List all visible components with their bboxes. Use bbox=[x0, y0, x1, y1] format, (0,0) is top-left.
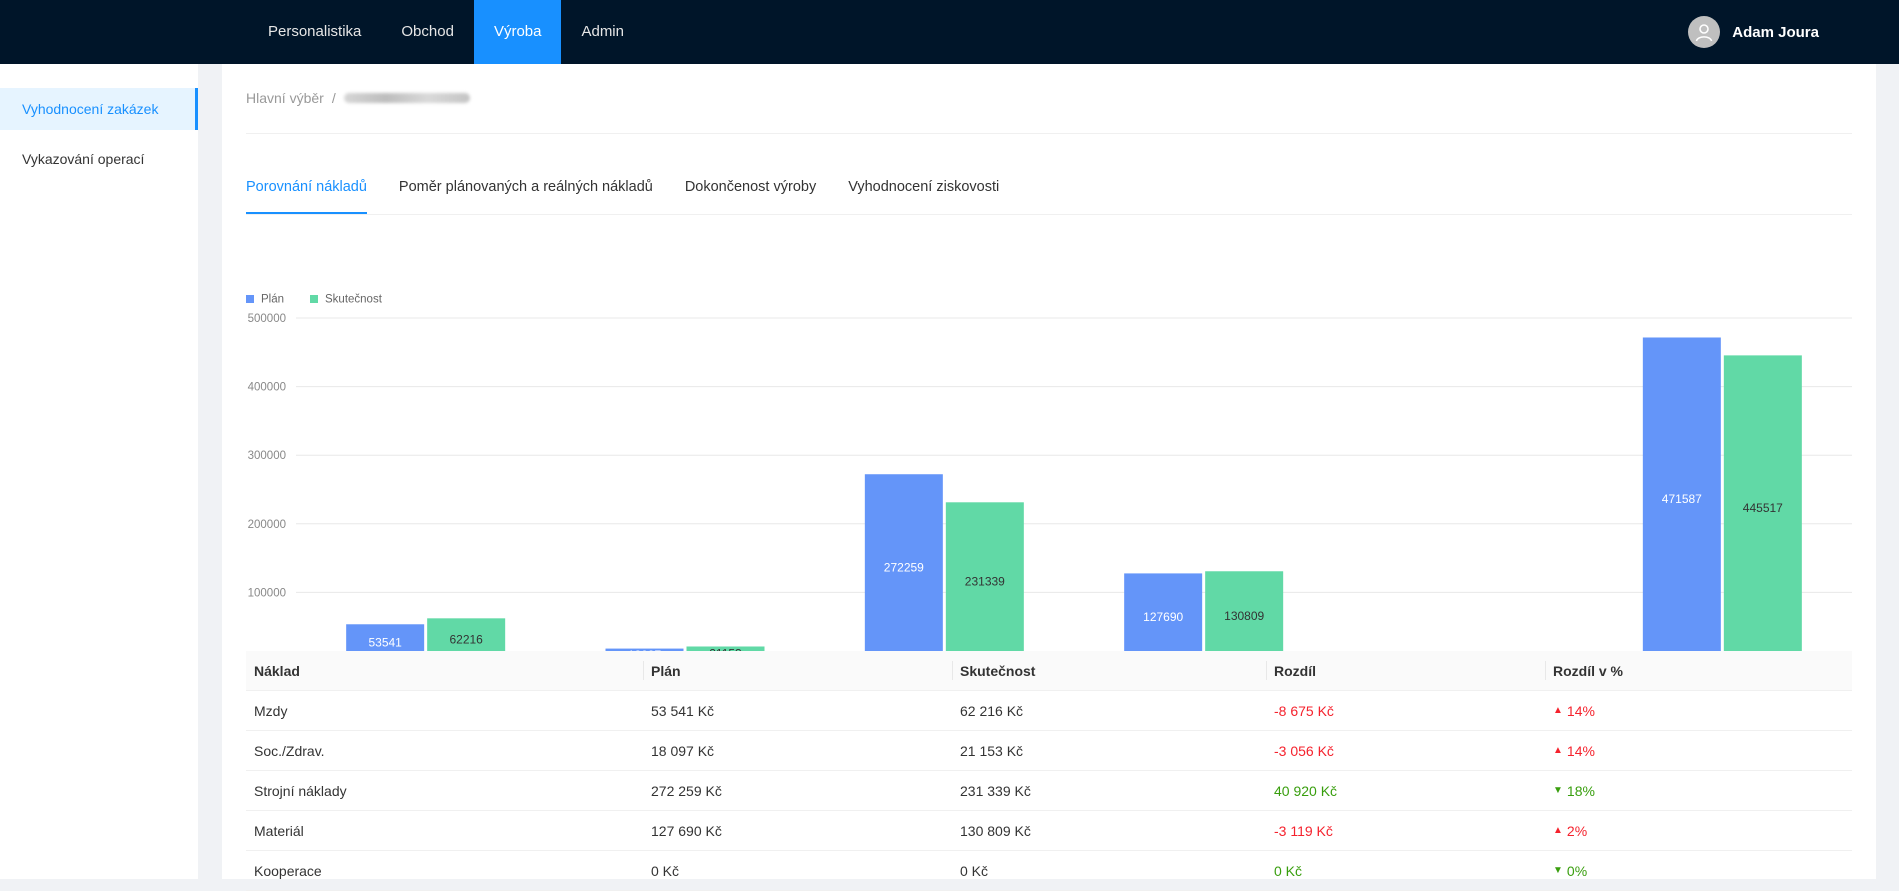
data-label: 53541 bbox=[368, 636, 402, 650]
breadcrumb-root[interactable]: Hlavní výběr bbox=[246, 90, 324, 106]
tab-pomer-nakladu[interactable]: Poměr plánovaných a reálných nákladů bbox=[398, 179, 653, 195]
pct-value: 18% bbox=[1566, 782, 1595, 799]
cell-naklad: Materiál bbox=[254, 822, 304, 839]
cell-rozdil: -8 675 Kč bbox=[1274, 702, 1334, 719]
legend-label: Skutečnost bbox=[325, 294, 383, 306]
cost-comparison-chart: PlánSkutečnost01000002000003000004000005… bbox=[222, 224, 1876, 684]
data-label: 130809 bbox=[1224, 609, 1264, 623]
header-rozdil: Rozdíl bbox=[1266, 651, 1545, 690]
cell-skutecnost: 21 153 Kč bbox=[960, 742, 1024, 759]
nav-item-vyroba[interactable]: Výroba bbox=[473, 0, 562, 64]
caret-down-icon: ▼ bbox=[1553, 865, 1563, 876]
avatar[interactable] bbox=[1688, 16, 1721, 48]
cell-rozdil-pct: ▲ 14% bbox=[1545, 691, 1852, 730]
cell-rozdil: 40 920 Kč bbox=[1274, 782, 1338, 799]
cell-plan: 0 Kč bbox=[651, 862, 680, 879]
caret-up-icon: ▲ bbox=[1553, 825, 1563, 836]
cell-plan: 272 259 Kč bbox=[651, 782, 722, 799]
table-row: Materiál 127 690 Kč 130 809 Kč -3 119 Kč ▲ 2% bbox=[246, 811, 1852, 851]
caret-up-icon: ▲ bbox=[1553, 745, 1563, 756]
bar bbox=[1124, 573, 1203, 661]
tab-bar: Porovnání nákladů Poměr plánovaných a re… bbox=[246, 172, 1852, 215]
nav-item-obchod[interactable]: Obchod bbox=[401, 23, 454, 40]
main-content: Hlavní výběr / Porovnání nákladů Poměr p… bbox=[222, 64, 1876, 891]
cell-naklad: Strojní náklady bbox=[254, 782, 347, 799]
cell-plan: 127 690 Kč bbox=[651, 822, 722, 839]
y-tick-label: 100000 bbox=[248, 587, 286, 599]
bar bbox=[945, 502, 1024, 661]
data-label: 231339 bbox=[965, 575, 1005, 589]
cell-rozdil: -3 056 Kč bbox=[1274, 742, 1334, 759]
tab-vyhodnoceni-ziskovosti[interactable]: Vyhodnocení ziskovosti bbox=[848, 179, 1000, 195]
table-header-row: Náklad Plán Skutečnost Rozdíl Rozdíl v % bbox=[246, 651, 1852, 691]
table-row: Mzdy 53 541 Kč 62 216 Kč -8 675 Kč ▲ 14% bbox=[246, 691, 1852, 731]
data-label: 62216 bbox=[449, 633, 483, 647]
tab-dokoncenost-vyroby[interactable]: Dokončenost výroby bbox=[684, 179, 817, 195]
table-row: Kooperace 0 Kč 0 Kč 0 Kč ▼ 0% bbox=[246, 851, 1852, 891]
cell-naklad: Soc./Zdrav. bbox=[254, 742, 325, 759]
cell-skutecnost: 0 Kč bbox=[960, 862, 989, 879]
user-icon bbox=[1696, 24, 1713, 42]
page-scrollbar[interactable] bbox=[1887, 64, 1899, 879]
data-label: 445517 bbox=[1743, 501, 1783, 515]
cell-skutecnost: 62 216 Kč bbox=[960, 702, 1024, 719]
divider bbox=[246, 133, 1852, 134]
breadcrumb-separator: / bbox=[331, 90, 336, 106]
bar-chart-svg: PlánSkutečnost01000002000003000004000005… bbox=[246, 294, 1852, 681]
pct-value: 2% bbox=[1566, 822, 1588, 839]
top-navigation-bar: Personalistika Obchod Výroba Admin Adam … bbox=[0, 0, 1899, 64]
cell-naklad: Kooperace bbox=[254, 862, 322, 879]
sidebar-item-vyhodnoceni-zakazek[interactable]: Vyhodnocení zakázek bbox=[0, 88, 198, 130]
header-rozdil-pct: Rozdíl v % bbox=[1545, 651, 1852, 690]
bar bbox=[1205, 571, 1284, 661]
legend-swatch bbox=[246, 295, 254, 303]
header-skutecnost: Skutečnost bbox=[952, 651, 1266, 690]
breadcrumb-current-redacted bbox=[343, 93, 470, 103]
table-row: Soc./Zdrav. 18 097 Kč 21 153 Kč -3 056 Kč ▲ 1… bbox=[246, 731, 1852, 771]
legend-label: Plán bbox=[261, 294, 284, 306]
data-label: 272259 bbox=[884, 561, 924, 575]
cost-table: Náklad Plán Skutečnost Rozdíl Rozdíl v %… bbox=[246, 651, 1852, 891]
bar bbox=[864, 474, 943, 661]
cell-rozdil: 0 Kč bbox=[1274, 862, 1303, 879]
y-tick-label: 200000 bbox=[248, 519, 286, 531]
pct-value: 14% bbox=[1566, 742, 1595, 759]
pct-value: 0% bbox=[1566, 862, 1588, 879]
cell-plan: 18 097 Kč bbox=[651, 742, 715, 759]
breadcrumb: Hlavní výběr / bbox=[246, 90, 470, 106]
cell-rozdil-pct: ▲ 14% bbox=[1545, 731, 1852, 770]
user-name: Adam Joura bbox=[1732, 23, 1819, 41]
cell-rozdil-pct: ▼ 0% bbox=[1545, 851, 1852, 890]
y-tick-label: 400000 bbox=[248, 382, 286, 394]
sidebar: Vyhodnocení zakázek Vykazování operací bbox=[0, 64, 198, 879]
nav-item-personalistika[interactable]: Personalistika bbox=[268, 23, 362, 40]
data-label: 471587 bbox=[1662, 492, 1702, 506]
cell-rozdil: -3 119 Kč bbox=[1274, 822, 1333, 839]
y-tick-label: 500000 bbox=[248, 313, 286, 325]
pct-value: 14% bbox=[1566, 702, 1595, 719]
caret-down-icon: ▼ bbox=[1553, 785, 1563, 796]
top-nav-menu: Personalistika Obchod Výroba Admin bbox=[248, 0, 644, 64]
cell-naklad: Mzdy bbox=[254, 702, 288, 719]
cell-skutecnost: 130 809 Kč bbox=[960, 822, 1031, 839]
bar bbox=[1723, 355, 1802, 661]
table-row: Strojní náklady 272 259 Kč 231 339 Kč 40 92… bbox=[246, 771, 1852, 811]
nav-item-admin[interactable]: Admin bbox=[581, 23, 624, 40]
y-tick-label: 300000 bbox=[248, 450, 286, 462]
tab-porovnani-nakladu[interactable]: Porovnání nákladů bbox=[246, 172, 367, 214]
cell-rozdil-pct: ▼ 18% bbox=[1545, 771, 1852, 810]
cell-plan: 53 541 Kč bbox=[651, 702, 715, 719]
cell-skutecnost: 231 339 Kč bbox=[960, 782, 1031, 799]
header-naklad: Náklad bbox=[254, 662, 300, 679]
caret-up-icon: ▲ bbox=[1553, 705, 1563, 716]
user-menu[interactable]: Adam Joura bbox=[1688, 0, 1819, 64]
cell-rozdil-pct: ▲ 2% bbox=[1545, 811, 1852, 850]
bar bbox=[1642, 337, 1721, 661]
legend-swatch bbox=[310, 295, 318, 303]
header-plan: Plán bbox=[643, 651, 952, 690]
sidebar-item-vykazovani-operaci[interactable]: Vykazování operací bbox=[22, 151, 145, 167]
data-label: 127690 bbox=[1143, 610, 1183, 624]
